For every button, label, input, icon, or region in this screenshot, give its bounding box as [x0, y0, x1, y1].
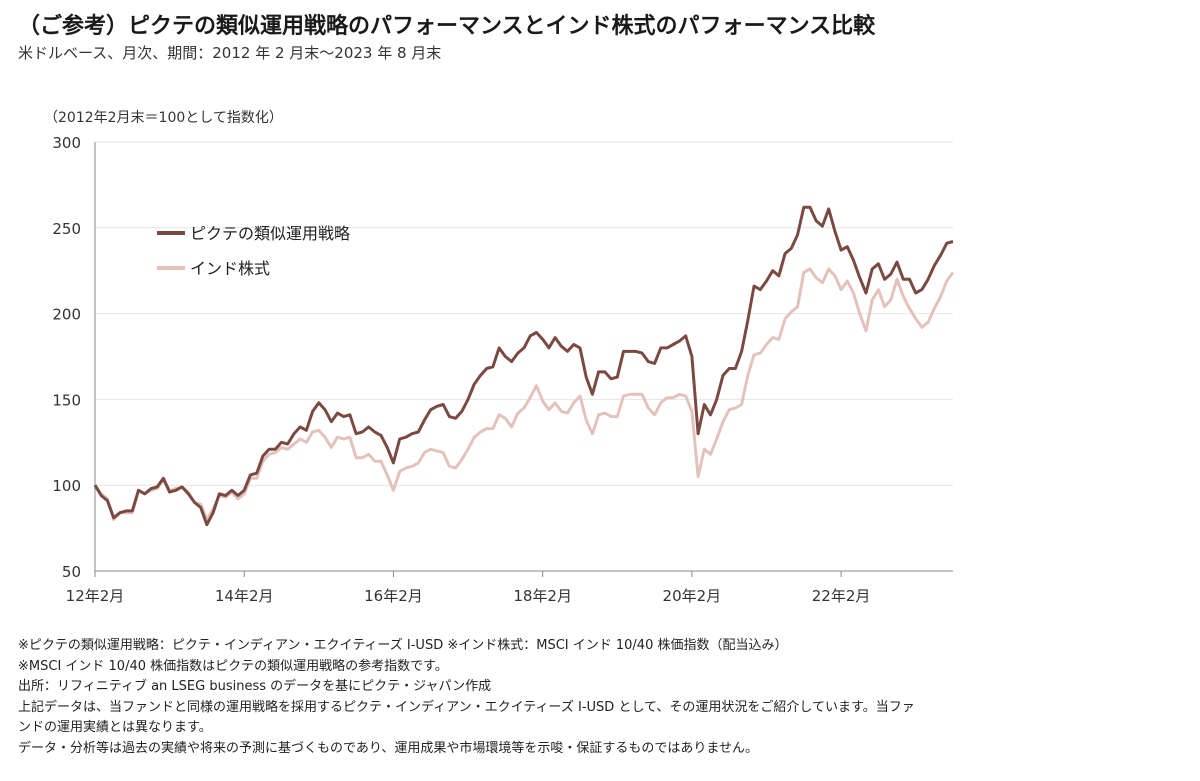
y-tick-label: 200 [52, 306, 81, 324]
axes: 50 100 150 200 250 300 12年2月 14年2月 16年2月 18年2月 20年… [52, 134, 953, 605]
chart-subtitle: 米ドルベース、月次、期間：2012 年 2 月末～2023 年 8 月末 [18, 44, 442, 62]
x-tick-label: 12年2月 [66, 587, 125, 605]
footnotes: ※ピクテの類似運用戦略：ピクテ・インディアン・エクイティーズ I-USD ※イン… [18, 636, 1188, 759]
footnote-source: 出所：リフィニティブ an LSEG business のデータを基にピクテ・ジ… [18, 679, 492, 694]
grid-lines [95, 141, 953, 486]
series-line-strategy [93, 205, 954, 527]
series-lines [93, 205, 955, 527]
x-tick-label: 18年2月 [513, 587, 572, 605]
footnote-2: ※MSCI インド 10/40 株価指数はピクテの類似運用戦略の参考指数です。 [18, 658, 448, 674]
legend-label: インド株式 [190, 259, 270, 278]
x-tick-label: 22年2月 [812, 587, 871, 605]
x-tick-label: 14年2月 [215, 587, 274, 605]
footnote-4: ンドの運用実績とは異なります。 [18, 720, 212, 735]
y-tick-label: 150 [52, 391, 81, 409]
line-chart: 50 100 150 200 250 300 12年2月 14年2月 16年2月 18年2月 20年… [44, 110, 955, 605]
chart-title: （ご参考）ピクテの類似運用戦略のパフォーマンスとインド株式のパフォーマンス比較 [18, 14, 876, 39]
x-tick-label: 20年2月 [663, 587, 722, 605]
footnote-1: ※ピクテの類似運用戦略：ピクテ・インディアン・エクイティーズ I-USD ※イン… [18, 638, 788, 653]
legend-label: ピクテの類似運用戦略 [190, 224, 350, 243]
footnote-3: 上記データは、当ファンドと同様の運用戦略を採用するピクテ・インディアン・エクイテ… [18, 699, 915, 715]
y-tick-label: 100 [52, 477, 81, 495]
x-tick-label: 16年2月 [364, 587, 423, 605]
y-axis-label: （2012年2月末＝100として指数化） [44, 110, 283, 126]
y-tick-label: 50 [62, 563, 81, 581]
y-tick-label: 300 [52, 134, 81, 152]
series-line-india [93, 267, 955, 521]
footnote-disclaimer: データ・分析等は過去の実績や将来の予測に基づくものであり、運用成果や市場環境等を… [18, 740, 758, 756]
y-tick-label: 250 [52, 220, 81, 238]
